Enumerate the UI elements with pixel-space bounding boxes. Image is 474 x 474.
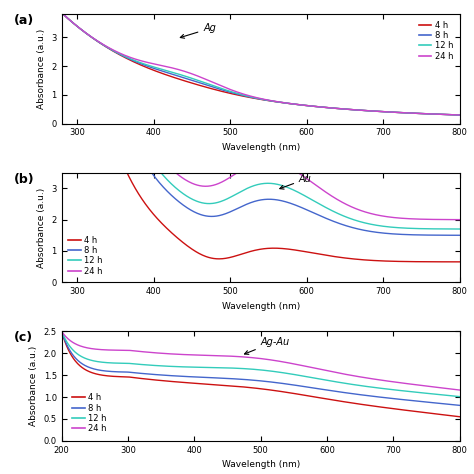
Y-axis label: Absorbance (a.u.): Absorbance (a.u.) [37, 187, 46, 268]
Legend: 4 h, 8 h, 12 h, 24 h: 4 h, 8 h, 12 h, 24 h [70, 391, 109, 436]
Text: (b): (b) [14, 173, 35, 186]
Text: Au: Au [280, 174, 312, 189]
X-axis label: Wavelength (nm): Wavelength (nm) [221, 301, 300, 310]
Text: Ag-Au: Ag-Au [245, 337, 290, 355]
Text: (a): (a) [14, 14, 34, 27]
Y-axis label: Absorbance (a.u.): Absorbance (a.u.) [29, 346, 38, 426]
X-axis label: Wavelength (nm): Wavelength (nm) [221, 143, 300, 152]
Text: Ag: Ag [180, 24, 216, 38]
Legend: 4 h, 8 h, 12 h, 24 h: 4 h, 8 h, 12 h, 24 h [66, 233, 105, 278]
X-axis label: Wavelength (nm): Wavelength (nm) [221, 460, 300, 469]
Legend: 4 h, 8 h, 12 h, 24 h: 4 h, 8 h, 12 h, 24 h [416, 18, 456, 63]
Y-axis label: Absorbance (a.u.): Absorbance (a.u.) [37, 29, 46, 109]
Text: (c): (c) [14, 331, 33, 345]
